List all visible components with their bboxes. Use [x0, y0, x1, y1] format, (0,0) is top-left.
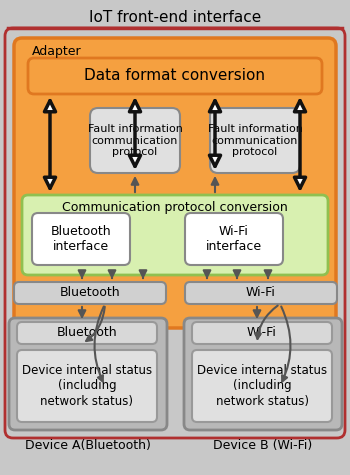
- Text: Device A(Bluetooth): Device A(Bluetooth): [25, 438, 151, 452]
- Text: Wi-Fi
interface: Wi-Fi interface: [206, 225, 262, 253]
- Text: Wi-Fi: Wi-Fi: [247, 326, 277, 340]
- Text: Device B (Wi-Fi): Device B (Wi-Fi): [214, 438, 313, 452]
- Text: Bluetooth
interface: Bluetooth interface: [51, 225, 111, 253]
- FancyBboxPatch shape: [192, 350, 332, 422]
- FancyBboxPatch shape: [5, 28, 345, 438]
- FancyBboxPatch shape: [14, 38, 336, 328]
- FancyBboxPatch shape: [9, 318, 167, 430]
- Text: Bluetooth: Bluetooth: [57, 326, 117, 340]
- FancyBboxPatch shape: [17, 350, 157, 422]
- FancyBboxPatch shape: [185, 213, 283, 265]
- FancyBboxPatch shape: [184, 318, 342, 430]
- FancyBboxPatch shape: [28, 58, 322, 94]
- FancyBboxPatch shape: [32, 213, 130, 265]
- FancyBboxPatch shape: [22, 195, 328, 275]
- Text: IoT front-end interface: IoT front-end interface: [89, 10, 261, 26]
- Text: Data format conversion: Data format conversion: [84, 68, 266, 84]
- Text: Fault information
communication
protocol: Fault information communication protocol: [88, 124, 182, 157]
- FancyBboxPatch shape: [17, 322, 157, 344]
- Text: Device internal status
(including
network status): Device internal status (including networ…: [22, 364, 152, 408]
- FancyBboxPatch shape: [192, 322, 332, 344]
- Text: Bluetooth: Bluetooth: [60, 286, 120, 300]
- Text: Adapter: Adapter: [32, 46, 82, 58]
- FancyBboxPatch shape: [185, 282, 337, 304]
- Text: Device internal status
(including
network status): Device internal status (including networ…: [197, 364, 327, 408]
- FancyBboxPatch shape: [90, 108, 180, 173]
- Text: Fault information
communication
protocol: Fault information communication protocol: [208, 124, 302, 157]
- FancyBboxPatch shape: [210, 108, 300, 173]
- Text: Communication protocol conversion: Communication protocol conversion: [62, 201, 288, 215]
- Text: Wi-Fi: Wi-Fi: [246, 286, 276, 300]
- FancyBboxPatch shape: [14, 282, 166, 304]
